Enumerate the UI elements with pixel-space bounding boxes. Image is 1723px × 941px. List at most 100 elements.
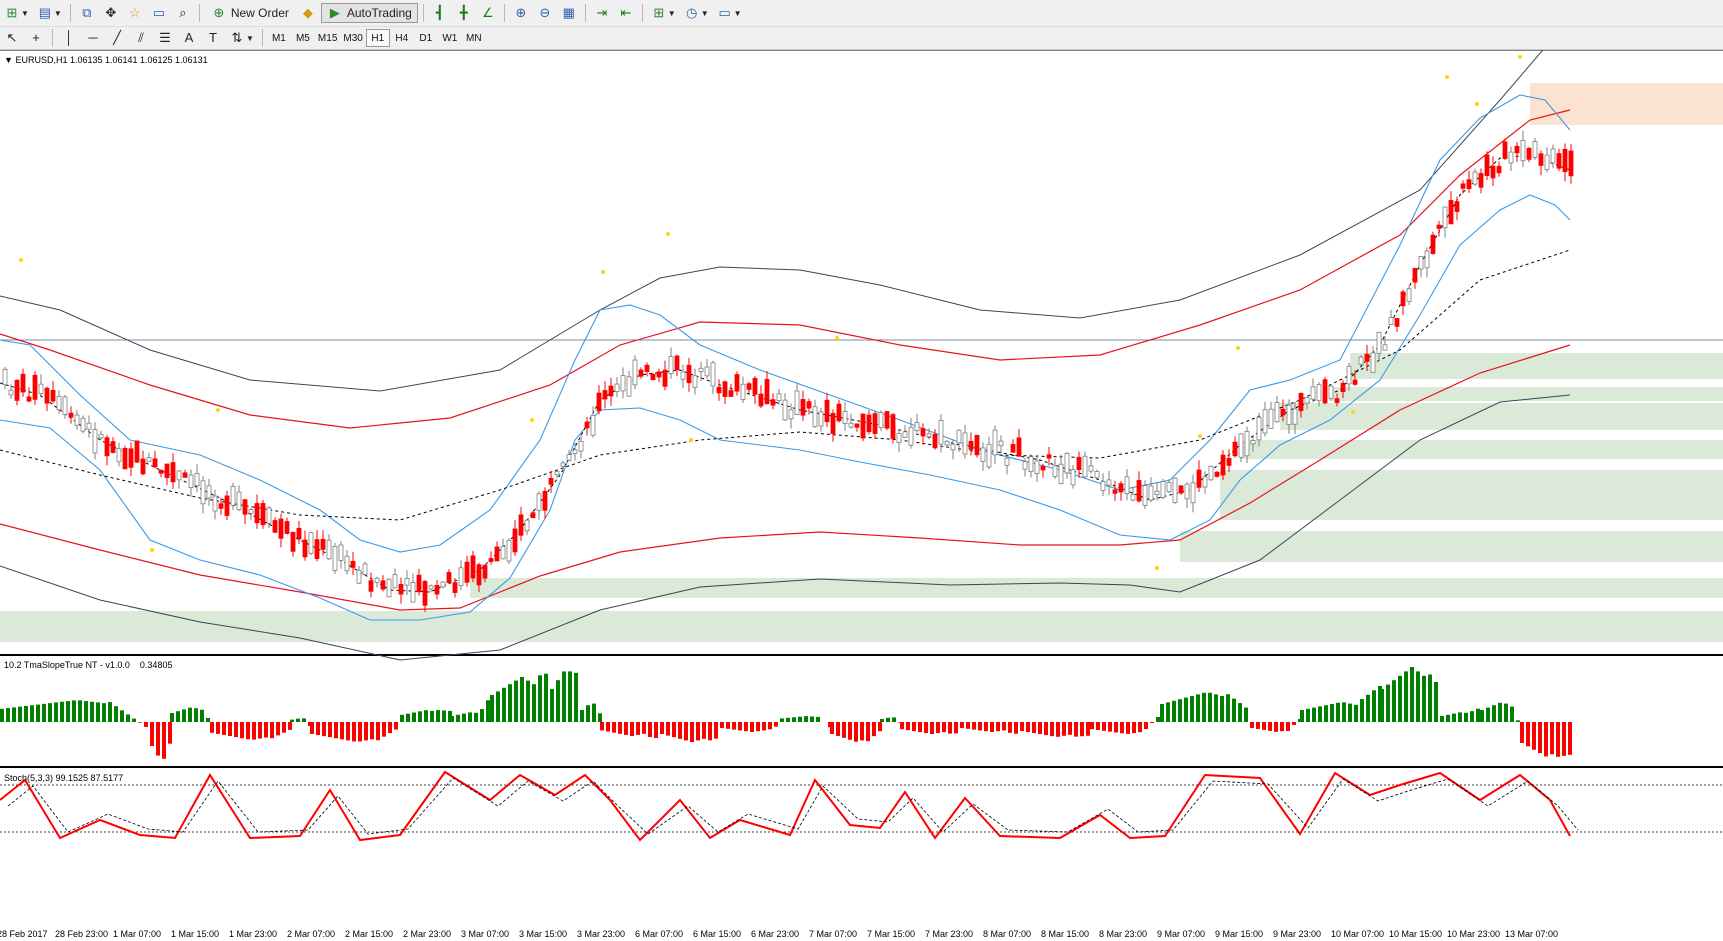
timeframe-w1-button[interactable]: W1	[442, 32, 458, 44]
histogram-bar-down	[1520, 722, 1524, 743]
tile-windows-button[interactable]: ▦	[558, 3, 580, 23]
text-label-button[interactable]: T	[202, 28, 224, 48]
strategy-tester-button[interactable]: ⌕	[172, 3, 194, 23]
bear-candle	[860, 413, 866, 439]
terminal-button[interactable]: ▭	[148, 3, 170, 23]
chart-canvas[interactable]	[0, 50, 1723, 941]
line-chart-button[interactable]: ∠	[477, 3, 499, 23]
chevron-down-icon: ▼	[733, 8, 742, 18]
histogram-bar-down	[1020, 722, 1024, 731]
timeframe-m15-button[interactable]: M15	[317, 32, 338, 44]
bull-candle	[206, 485, 212, 499]
timeframe-d1-button[interactable]: D1	[419, 32, 433, 44]
histogram-bar-up	[786, 717, 790, 722]
signal-dot	[150, 548, 154, 552]
bear-candle	[1562, 148, 1568, 173]
histogram-bar-up	[816, 716, 820, 722]
timeframe-m1-button[interactable]: M1	[271, 32, 286, 44]
timeframe-h1-button[interactable]: H1	[365, 29, 390, 47]
histogram-bar-down	[394, 722, 398, 730]
bull-candle	[230, 485, 236, 506]
bear-candle	[1298, 393, 1304, 412]
histogram-bar-down	[836, 722, 840, 736]
templates-button[interactable]: ▭ ▼	[714, 3, 745, 23]
bear-candle	[278, 518, 284, 539]
histogram-bar-up	[556, 680, 560, 722]
bull-candle	[926, 433, 932, 438]
histogram-bar-up	[126, 714, 130, 722]
bull-candle	[506, 540, 512, 562]
star-icon: ☆	[129, 5, 141, 20]
histogram-bar-down	[1262, 722, 1266, 730]
fibonacci-button[interactable]: ☰	[154, 28, 176, 48]
timeframe-m30-button[interactable]: M30	[343, 32, 363, 44]
histogram-bar-up	[1232, 698, 1236, 722]
bear-candle	[1016, 437, 1022, 457]
bear-candle	[1010, 443, 1016, 453]
trendline-button[interactable]: ╱	[106, 28, 128, 48]
timeframe-mn-button[interactable]: MN	[466, 32, 482, 44]
histogram-bar-up	[1348, 703, 1352, 722]
zoom-out-icon: ⊖	[539, 5, 551, 20]
histogram-bar-up	[18, 706, 22, 722]
bear-candle	[758, 393, 764, 407]
text-button[interactable]: A	[178, 28, 200, 48]
histogram-bar-up	[1516, 720, 1520, 722]
crosshair-button[interactable]: +	[25, 28, 47, 48]
horizontal-line-icon: ─	[88, 30, 98, 45]
time-axis-label: 8 Mar 23:00	[1099, 929, 1148, 939]
tma-center-line	[0, 154, 1571, 593]
magnifier-icon: ⌕	[179, 5, 187, 20]
time-axis-label: 2 Mar 15:00	[345, 929, 394, 939]
autoscroll-button[interactable]: ⇥	[591, 3, 613, 23]
arrows-button[interactable]: ⇅ ▼	[226, 28, 257, 48]
bull-candle	[1310, 386, 1316, 400]
histogram-bar-up	[302, 718, 306, 722]
histogram-bar-down	[872, 722, 876, 737]
profiles-button[interactable]: ▤ ▼	[34, 3, 65, 23]
candlestick-button[interactable]: ╋	[453, 3, 475, 23]
autotrading-button[interactable]: ▶ AutoTrading	[320, 3, 418, 23]
chart-window[interactable]: ▼ EURUSD,H1 1.06135 1.06141 1.06125 1.06…	[0, 50, 1723, 941]
histogram-bar-down	[684, 722, 688, 741]
timeframe-m5-button[interactable]: M5	[295, 32, 310, 44]
zoom-in-button[interactable]: ⊕	[510, 3, 532, 23]
histogram-bar-up	[474, 712, 478, 722]
indicators-button[interactable]: ⊞ ▼	[648, 3, 679, 23]
new-chart-button[interactable]: ⊞ ▼	[1, 3, 32, 23]
time-axis-label: 1 Mar 07:00	[113, 929, 162, 939]
chart-shift-button[interactable]: ⇤	[615, 3, 637, 23]
periods-button[interactable]: ◷ ▼	[681, 3, 712, 23]
histogram-bar-up	[1312, 707, 1316, 722]
data-window-button[interactable]: ✥	[100, 3, 122, 23]
market-watch-button[interactable]: ⧉	[76, 3, 98, 23]
bull-candle	[590, 414, 596, 436]
bear-candle	[1322, 379, 1328, 404]
bull-candle	[1406, 288, 1412, 302]
histogram-bar-down	[234, 722, 238, 738]
new-order-button[interactable]: ⊕ New Order	[205, 3, 295, 23]
histogram-bar-down	[1032, 722, 1036, 734]
vertical-line-button[interactable]: │	[58, 28, 80, 48]
cursor-button[interactable]: ↖	[1, 28, 23, 48]
bear-candle	[518, 514, 524, 536]
bar-chart-button[interactable]: ┫	[429, 3, 451, 23]
bear-candle	[1040, 465, 1046, 471]
bear-candle	[1454, 201, 1460, 212]
bull-candle	[56, 395, 62, 411]
bear-candle	[890, 414, 896, 440]
metaeditor-button[interactable]: ◆	[297, 3, 319, 23]
signal-dot	[1445, 75, 1449, 79]
histogram-bar-up	[24, 705, 28, 722]
equidistant-channel-button[interactable]: ⫽	[130, 28, 152, 48]
bull-candle	[1250, 440, 1256, 445]
bull-candle	[1274, 402, 1280, 423]
timeframe-h4-button[interactable]: H4	[395, 32, 409, 44]
horizontal-line-button[interactable]: ─	[82, 28, 104, 48]
navigator-button[interactable]: ☆	[124, 3, 146, 23]
time-axis-label: 3 Mar 15:00	[519, 929, 568, 939]
histogram-bar-down	[1002, 722, 1006, 731]
histogram-bar-down	[370, 722, 374, 740]
bear-candle	[14, 379, 20, 401]
zoom-out-button[interactable]: ⊖	[534, 3, 556, 23]
